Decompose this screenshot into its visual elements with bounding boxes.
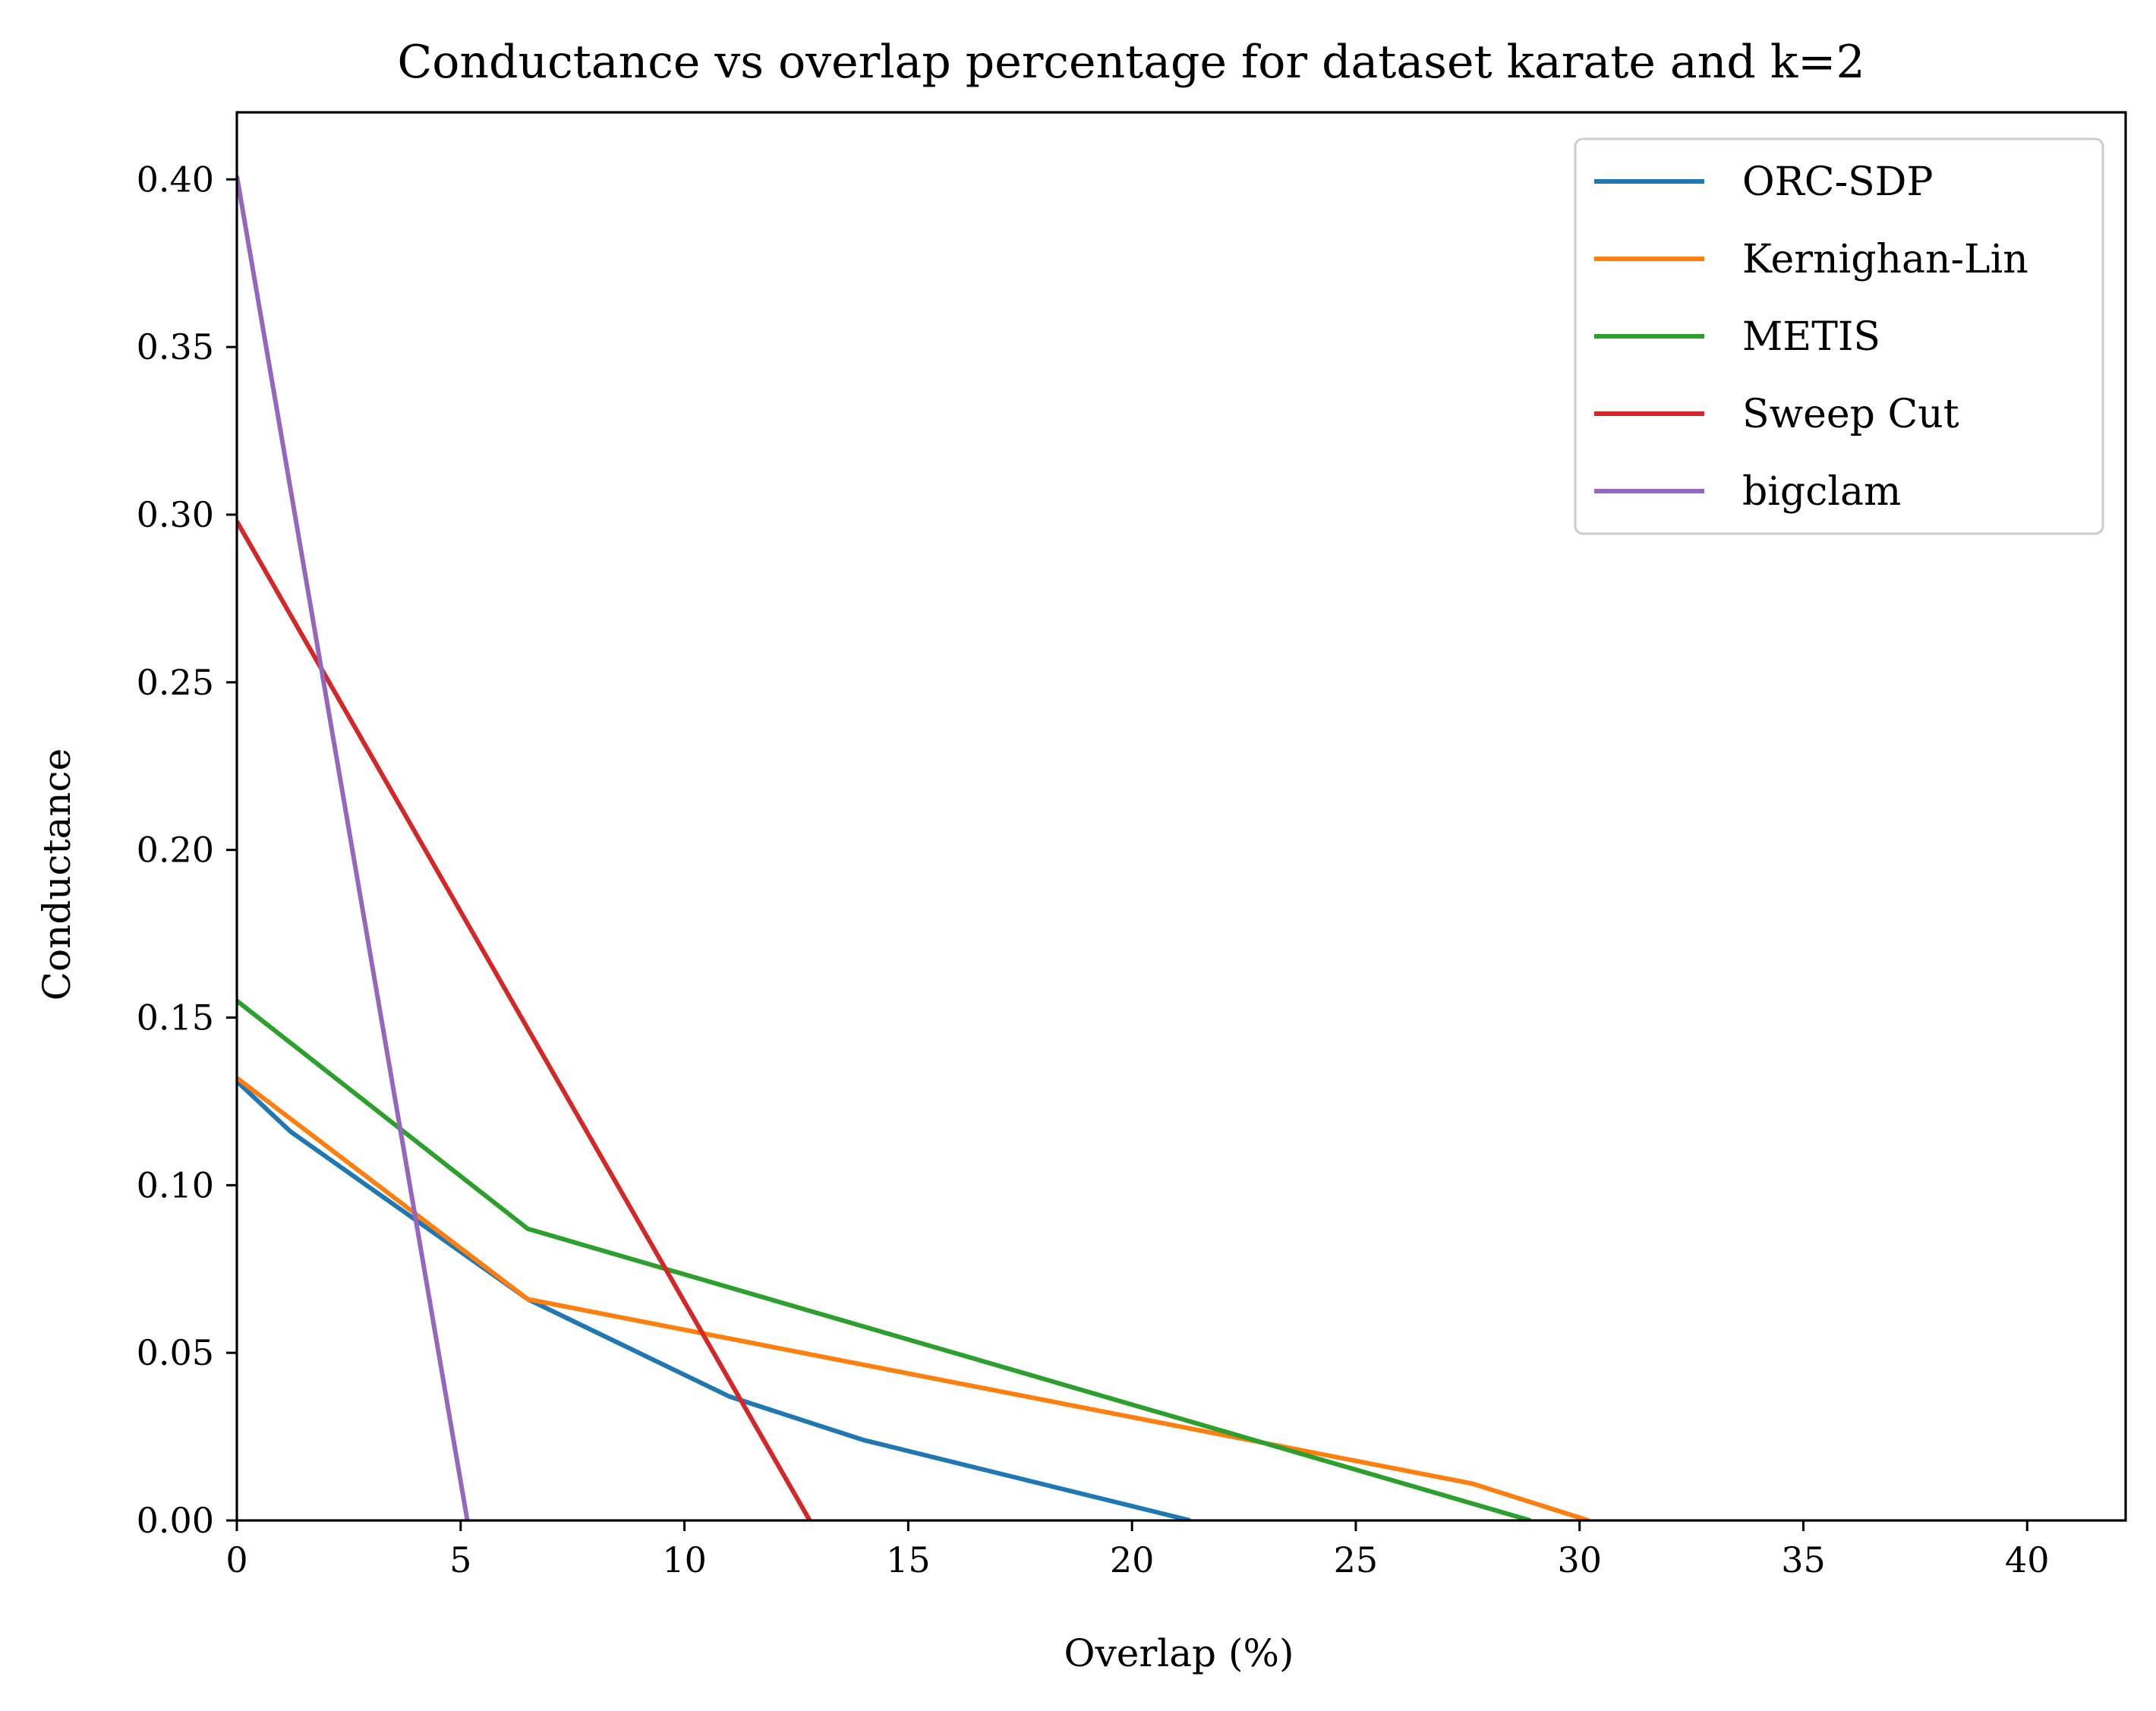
- legend-label-bigclam: bigclam: [1742, 469, 1901, 515]
- x-tick-label: 25: [1334, 1539, 1379, 1580]
- y-tick-label: 0.25: [137, 662, 214, 703]
- legend-label-metis: METIS: [1742, 314, 1880, 360]
- x-tick-label: 15: [886, 1539, 931, 1580]
- series-line-bigclam: [237, 175, 470, 1520]
- x-tick-label: 10: [662, 1539, 707, 1580]
- series-line-metis: [237, 999, 1531, 1520]
- x-tick-label: 0: [225, 1539, 247, 1580]
- x-tick-label: 40: [2005, 1539, 2050, 1580]
- axes: 0 5 10 15 20 25 30 35 40 0.00 0.05 0.10 0.15 0.20 0.25…: [137, 111, 2127, 1580]
- y-tick-label: 0.20: [137, 830, 214, 871]
- y-tick-label: 0.35: [137, 326, 214, 367]
- y-tick-label: 0.40: [137, 159, 214, 200]
- legend-box: [1574, 137, 2104, 535]
- y-tick-label: 0.00: [137, 1500, 214, 1541]
- y-tick-label: 0.30: [137, 494, 214, 535]
- y-tick-label: 0.10: [137, 1164, 214, 1205]
- plot-frame: [235, 111, 2127, 1522]
- legend-label-sweep-cut: Sweep Cut: [1742, 392, 1959, 437]
- legend-label-kernighan-lin: Kernighan-Lin: [1742, 237, 2028, 282]
- x-tick-label: 20: [1110, 1539, 1155, 1580]
- x-tick-label: 35: [1781, 1539, 1826, 1580]
- legend: ORC-SDP Kernighan-Lin METIS Sweep Cut bigcla…: [1574, 137, 2104, 535]
- y-tick-label: 0.15: [137, 997, 214, 1038]
- series-line-kernighan-lin: [237, 1076, 1590, 1520]
- y-tick-label: 0.05: [137, 1332, 214, 1373]
- series-line-orc-sdp: [237, 1079, 1191, 1520]
- y-axis-label: Conductance: [35, 748, 79, 1000]
- x-axis-label: Overlap (%): [1064, 1631, 1294, 1675]
- legend-label-orc-sdp: ORC-SDP: [1742, 159, 1933, 205]
- chart-title: Conductance vs overlap percentage for da…: [397, 36, 1864, 89]
- x-tick-label: 30: [1557, 1539, 1602, 1580]
- plot-lines: [237, 175, 1590, 1520]
- x-tick-label: 5: [449, 1539, 471, 1580]
- series-line-sweep-cut: [237, 520, 812, 1520]
